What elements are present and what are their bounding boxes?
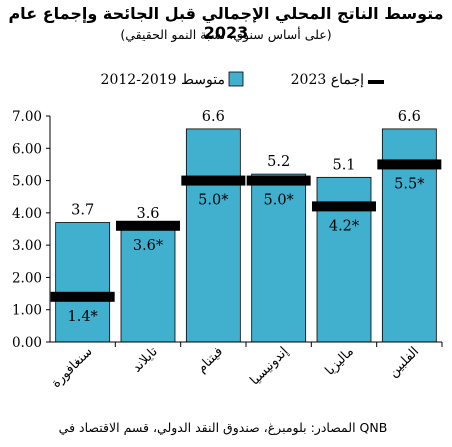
x-tick-label: إندونيسيا <box>247 344 291 388</box>
legend-label-consensus: إجماع 2023 <box>291 72 364 88</box>
consensus-marker <box>312 201 376 212</box>
consensus-marker <box>377 159 442 170</box>
y-tick-label: 5.00 <box>12 174 42 190</box>
consensus-value-label: 5.0* <box>264 193 295 209</box>
consensus-value-label: 5.0* <box>198 193 229 209</box>
y-tick-label: 3.00 <box>12 238 42 254</box>
bar <box>185 128 241 343</box>
consensus-value-label: 5.5* <box>394 176 425 192</box>
y-tick-label: 7.00 <box>12 109 42 125</box>
chart-subtitle: (على أساس سنوي، نسبة النمو الحقيقي) <box>120 27 332 42</box>
x-tick-label: ماليزيا <box>322 344 356 378</box>
bar-value-label: 5.1 <box>332 157 355 173</box>
bar-value-label: 3.7 <box>71 203 94 219</box>
consensus-value-label: 4.2* <box>329 218 360 234</box>
y-tick-label: 1.00 <box>12 303 42 319</box>
y-tick-label: 4.00 <box>12 206 42 222</box>
chart-title: متوسط الناتج المحلي الإجمالي قبل الجائحة… <box>8 4 444 42</box>
chart-source: المصادر: بلومبرغ، صندوق النقد الدولي، قس… <box>58 420 388 435</box>
consensus-value-label: 3.6* <box>133 238 164 254</box>
bar <box>120 225 176 343</box>
chart-plot: متوسط 2019-2012 إجماع 2023 0.00 1.00 2.00 3.0… <box>12 71 443 391</box>
consensus-marker <box>50 291 115 302</box>
legend-swatch-average <box>228 71 244 87</box>
bar-value-label: 6.6 <box>202 109 225 125</box>
x-tick-label: تايلاند <box>129 344 161 376</box>
bar-value-label: 6.6 <box>398 109 421 125</box>
bar-value-label: 5.2 <box>267 154 290 170</box>
consensus-marker <box>116 220 180 231</box>
x-tick-label: فيتنام <box>194 344 226 376</box>
x-tick-label: الفلبين <box>386 344 422 380</box>
consensus-marker <box>181 175 246 186</box>
bar <box>55 222 111 343</box>
y-tick-label: 2.00 <box>12 270 42 286</box>
bar-value-label: 3.6 <box>136 206 159 222</box>
y-tick-label: 6.00 <box>12 141 42 157</box>
legend-marker-consensus <box>368 80 384 84</box>
legend-label-average: متوسط 2019-2012 <box>101 72 225 88</box>
consensus-marker <box>246 175 311 186</box>
y-tick-label: 0.00 <box>12 335 42 351</box>
consensus-value-label: 1.4* <box>68 309 99 325</box>
x-tick-label: سنغافورة <box>49 344 96 391</box>
